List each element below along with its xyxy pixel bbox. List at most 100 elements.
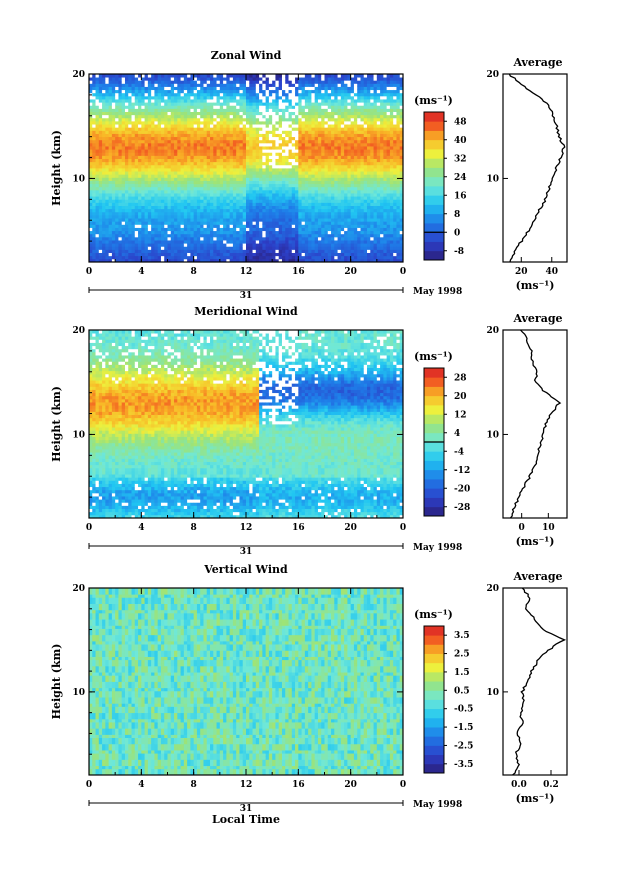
- heatmap-cell: [337, 243, 342, 247]
- heatmap-cell: [275, 117, 280, 122]
- heatmap-cell: [157, 114, 162, 119]
- heatmap-cell: [131, 174, 136, 178]
- heatmap-cell: [124, 111, 129, 116]
- heatmap-cell: [193, 139, 198, 144]
- heatmap-cell: [324, 236, 329, 241]
- heatmap-cell: [327, 99, 332, 103]
- heatmap-cell: [304, 114, 309, 119]
- heatmap-cell: [160, 177, 165, 181]
- heatmap-cell: [301, 221, 306, 225]
- heatmap-cell: [154, 199, 159, 203]
- heatmap-cell: [226, 233, 231, 238]
- heatmap-cell: [92, 161, 96, 166]
- heatmap-cell: [115, 95, 119, 100]
- heatmap-cell: [223, 155, 227, 159]
- heatmap-cell: [203, 158, 208, 163]
- heatmap-cell: [177, 236, 181, 241]
- heatmap-cell: [347, 252, 352, 257]
- heatmap-cell: [92, 121, 96, 125]
- heatmap-cell: [102, 255, 106, 260]
- heatmap-cell: [92, 86, 96, 91]
- heatmap-cell: [134, 77, 139, 81]
- heatmap-cell: [183, 164, 188, 169]
- heatmap-cell: [340, 233, 345, 238]
- heatmap-cell: [353, 158, 358, 163]
- heatmap-cell: [246, 171, 250, 175]
- heatmap-cell: [350, 136, 355, 141]
- heatmap-cell: [252, 186, 257, 191]
- heatmap-cell: [167, 161, 172, 166]
- heatmap-cell: [268, 258, 273, 263]
- heatmap-cell: [324, 127, 329, 131]
- heatmap-cell: [105, 111, 110, 116]
- heatmap-cell: [229, 205, 234, 210]
- heatmap-cell: [190, 139, 195, 144]
- heatmap-cell: [118, 199, 123, 203]
- heatmap-cell: [223, 117, 227, 122]
- heatmap-cell: [138, 183, 142, 188]
- heatmap-cell: [213, 258, 217, 263]
- heatmap-cell: [246, 95, 250, 100]
- heatmap-cell: [144, 89, 149, 94]
- heatmap-cell: [196, 236, 201, 241]
- heatmap-cell: [174, 171, 178, 175]
- heatmap-cell: [275, 111, 280, 116]
- heatmap-cell: [344, 258, 348, 263]
- heatmap-cell: [219, 95, 224, 100]
- heatmap-cell: [177, 74, 181, 78]
- heatmap-cell: [151, 236, 155, 241]
- heatmap-cell: [164, 83, 168, 87]
- heatmap-cell: [252, 83, 257, 87]
- heatmap-cell: [242, 121, 247, 125]
- heatmap-cell: [170, 99, 175, 103]
- heatmap-cell: [311, 130, 316, 134]
- heatmap-cell: [340, 240, 345, 244]
- heatmap-cell: [314, 205, 319, 210]
- heatmap-cell: [268, 114, 273, 119]
- heatmap-cell: [301, 196, 306, 200]
- heatmap-cell: [183, 246, 188, 250]
- heatmap-cell: [174, 152, 178, 156]
- heatmap-cell: [151, 95, 155, 100]
- heatmap-cell: [262, 102, 267, 106]
- heatmap-cell: [344, 230, 348, 235]
- heatmap-cell: [144, 108, 149, 112]
- heatmap-cell: [187, 121, 191, 125]
- heatmap-cell: [360, 224, 365, 228]
- heatmap-cell: [268, 111, 273, 116]
- heatmap-cell: [324, 221, 329, 225]
- heatmap-cell: [187, 202, 191, 206]
- heatmap-cell: [275, 149, 280, 153]
- heatmap-cell: [288, 224, 293, 228]
- heatmap-cell: [278, 240, 283, 244]
- heatmap-cell: [147, 168, 152, 172]
- heatmap-cell: [353, 121, 358, 125]
- heatmap-cell: [242, 218, 247, 222]
- heatmap-cell: [105, 102, 110, 106]
- heatmap-cell: [268, 149, 273, 153]
- heatmap-cell: [111, 158, 116, 163]
- heatmap-cell: [157, 227, 162, 232]
- heatmap-cell: [223, 92, 227, 97]
- heatmap-cell: [187, 146, 191, 150]
- heatmap-cell: [334, 196, 338, 200]
- heatmap-cell: [275, 224, 280, 228]
- heatmap-cell: [350, 174, 355, 178]
- heatmap-cell: [259, 149, 263, 153]
- heatmap-cell: [102, 189, 106, 194]
- heatmap-cell: [321, 193, 325, 197]
- heatmap-cell: [131, 227, 136, 232]
- heatmap-cell: [321, 108, 325, 112]
- heatmap-cell: [115, 117, 119, 122]
- heatmap-cell: [174, 224, 178, 228]
- heatmap-cell: [259, 189, 263, 194]
- heatmap-cell: [255, 227, 260, 232]
- heatmap-cell: [219, 92, 224, 97]
- heatmap-cell: [255, 139, 260, 144]
- heatmap-cell: [193, 168, 198, 172]
- heatmap-cell: [357, 74, 361, 78]
- heatmap-cell: [144, 92, 149, 97]
- heatmap-cell: [190, 174, 195, 178]
- heatmap-cell: [327, 142, 332, 147]
- heatmap-cell: [353, 215, 358, 219]
